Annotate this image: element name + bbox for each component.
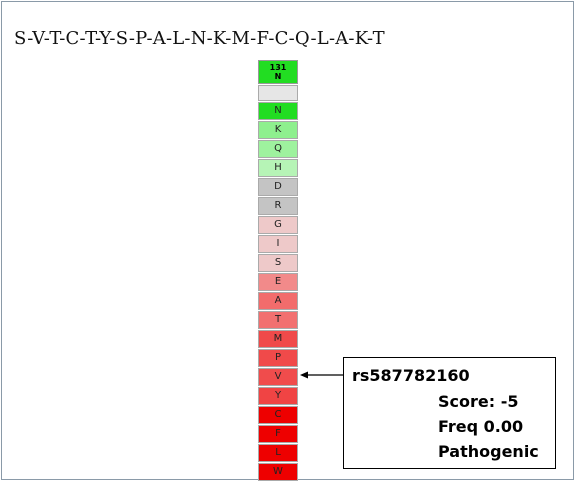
variant-id: rs587782160 xyxy=(352,366,470,385)
substitution-cell-q[interactable]: Q xyxy=(258,140,298,158)
substitution-cell-n[interactable]: N xyxy=(258,102,298,120)
substitution-cell-k[interactable]: K xyxy=(258,121,298,139)
substitution-cell-r[interactable]: R xyxy=(258,197,298,215)
substitution-cell-i[interactable]: I xyxy=(258,235,298,253)
substitution-cell-p[interactable]: P xyxy=(258,349,298,367)
substitution-cell-m[interactable]: M xyxy=(258,330,298,348)
position-residue: N xyxy=(274,72,282,81)
pointer-arrow-icon xyxy=(300,371,344,379)
substitution-cell-f[interactable]: F xyxy=(258,425,298,443)
substitution-cell-t[interactable]: T xyxy=(258,311,298,329)
variant-classification: Pathogenic xyxy=(438,442,539,461)
substitution-cell-e[interactable]: E xyxy=(258,273,298,291)
separator-cell xyxy=(258,85,298,101)
substitution-cell-h[interactable]: H xyxy=(258,159,298,177)
variant-tooltip: rs587782160 Score: -5 Freq 0.00 Pathogen… xyxy=(343,357,556,469)
substitution-cell-s[interactable]: S xyxy=(258,254,298,272)
substitution-cell-w[interactable]: W xyxy=(258,463,298,481)
substitution-cell-y[interactable]: Y xyxy=(258,387,298,405)
protein-sequence: S-V-T-C-T-Y-S-P-A-L-N-K-M-F-C-Q-L-A-K-T xyxy=(14,28,385,49)
substitution-cell-v[interactable]: V xyxy=(258,368,298,386)
position-number: 131 xyxy=(269,63,287,72)
variant-score: Score: -5 xyxy=(438,392,519,411)
substitution-cell-g[interactable]: G xyxy=(258,216,298,234)
variant-frequency: Freq 0.00 xyxy=(438,417,524,436)
substitution-cell-d[interactable]: D xyxy=(258,178,298,196)
substitution-cell-c[interactable]: C xyxy=(258,406,298,424)
substitution-cell-a[interactable]: A xyxy=(258,292,298,310)
position-cell[interactable]: 131 N xyxy=(258,60,298,84)
substitution-cell-l[interactable]: L xyxy=(258,444,298,462)
